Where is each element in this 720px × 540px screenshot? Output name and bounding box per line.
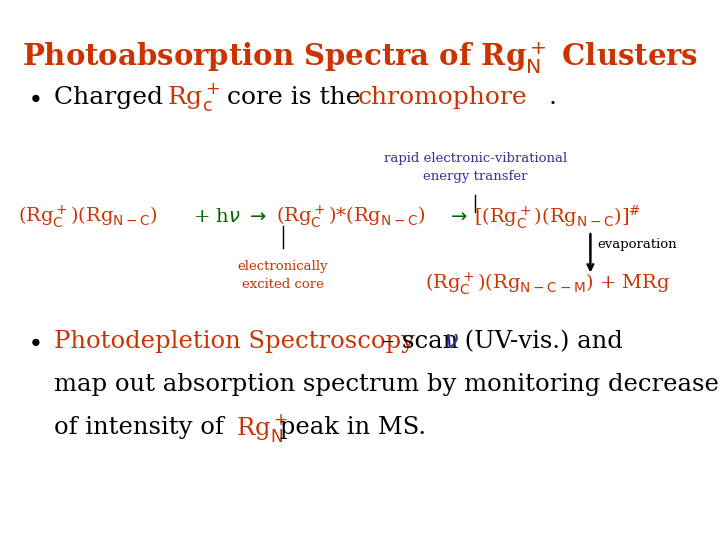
Text: Photoabsorption Spectra of Rg$_{\rm N}^+$ Clusters: Photoabsorption Spectra of Rg$_{\rm N}^+… <box>22 40 698 76</box>
Text: of intensity of: of intensity of <box>54 416 232 439</box>
Text: Charged: Charged <box>54 86 171 109</box>
Text: .: . <box>549 86 557 109</box>
Text: Rg$_{\rm c}^+$: Rg$_{\rm c}^+$ <box>167 81 220 113</box>
Text: electronically
excited core: electronically excited core <box>238 260 328 291</box>
Text: Rg$_{\rm N}^+$: Rg$_{\rm N}^+$ <box>236 411 288 444</box>
Text: peak in MS.: peak in MS. <box>272 416 426 439</box>
Text: map out absorption spectrum by monitoring decrease: map out absorption spectrum by monitorin… <box>54 373 719 396</box>
Text: $\rightarrow$: $\rightarrow$ <box>441 208 473 226</box>
Text: + h$\nu$ $\rightarrow$: + h$\nu$ $\rightarrow$ <box>187 208 271 226</box>
Text: (UV-vis.) and: (UV-vis.) and <box>457 330 623 353</box>
Text: [(Rg$_{\rm C}^+$)(Rg$_{\rm N-C}$)]$^{\rm \#}$: [(Rg$_{\rm C}^+$)(Rg$_{\rm N-C}$)]$^{\rm… <box>474 204 641 231</box>
Text: (Rg$_{\rm C}^+$)*(Rg$_{\rm N-C}$): (Rg$_{\rm C}^+$)*(Rg$_{\rm N-C}$) <box>276 204 426 231</box>
Text: (Rg$_{\rm C}^+$)(Rg$_{\rm N-C-M}$) + MRg: (Rg$_{\rm C}^+$)(Rg$_{\rm N-C-M}$) + MRg <box>425 270 670 297</box>
Text: (Rg$_{\rm C}^+$)(Rg$_{\rm N-C}$): (Rg$_{\rm C}^+$)(Rg$_{\rm N-C}$) <box>18 204 158 231</box>
Text: $\bullet$: $\bullet$ <box>27 330 41 353</box>
Text: chromophore: chromophore <box>358 86 528 109</box>
Text: rapid electronic-vibrational
energy transfer: rapid electronic-vibrational energy tran… <box>384 152 567 183</box>
Text: $\bullet$: $\bullet$ <box>27 86 41 109</box>
Text: $\nu$: $\nu$ <box>444 330 459 353</box>
Text: evaporation: evaporation <box>598 238 678 251</box>
Text: – scan: – scan <box>382 330 466 353</box>
Text: Photodepletion Spectroscopy: Photodepletion Spectroscopy <box>54 330 415 353</box>
Text: core is the: core is the <box>219 86 369 109</box>
